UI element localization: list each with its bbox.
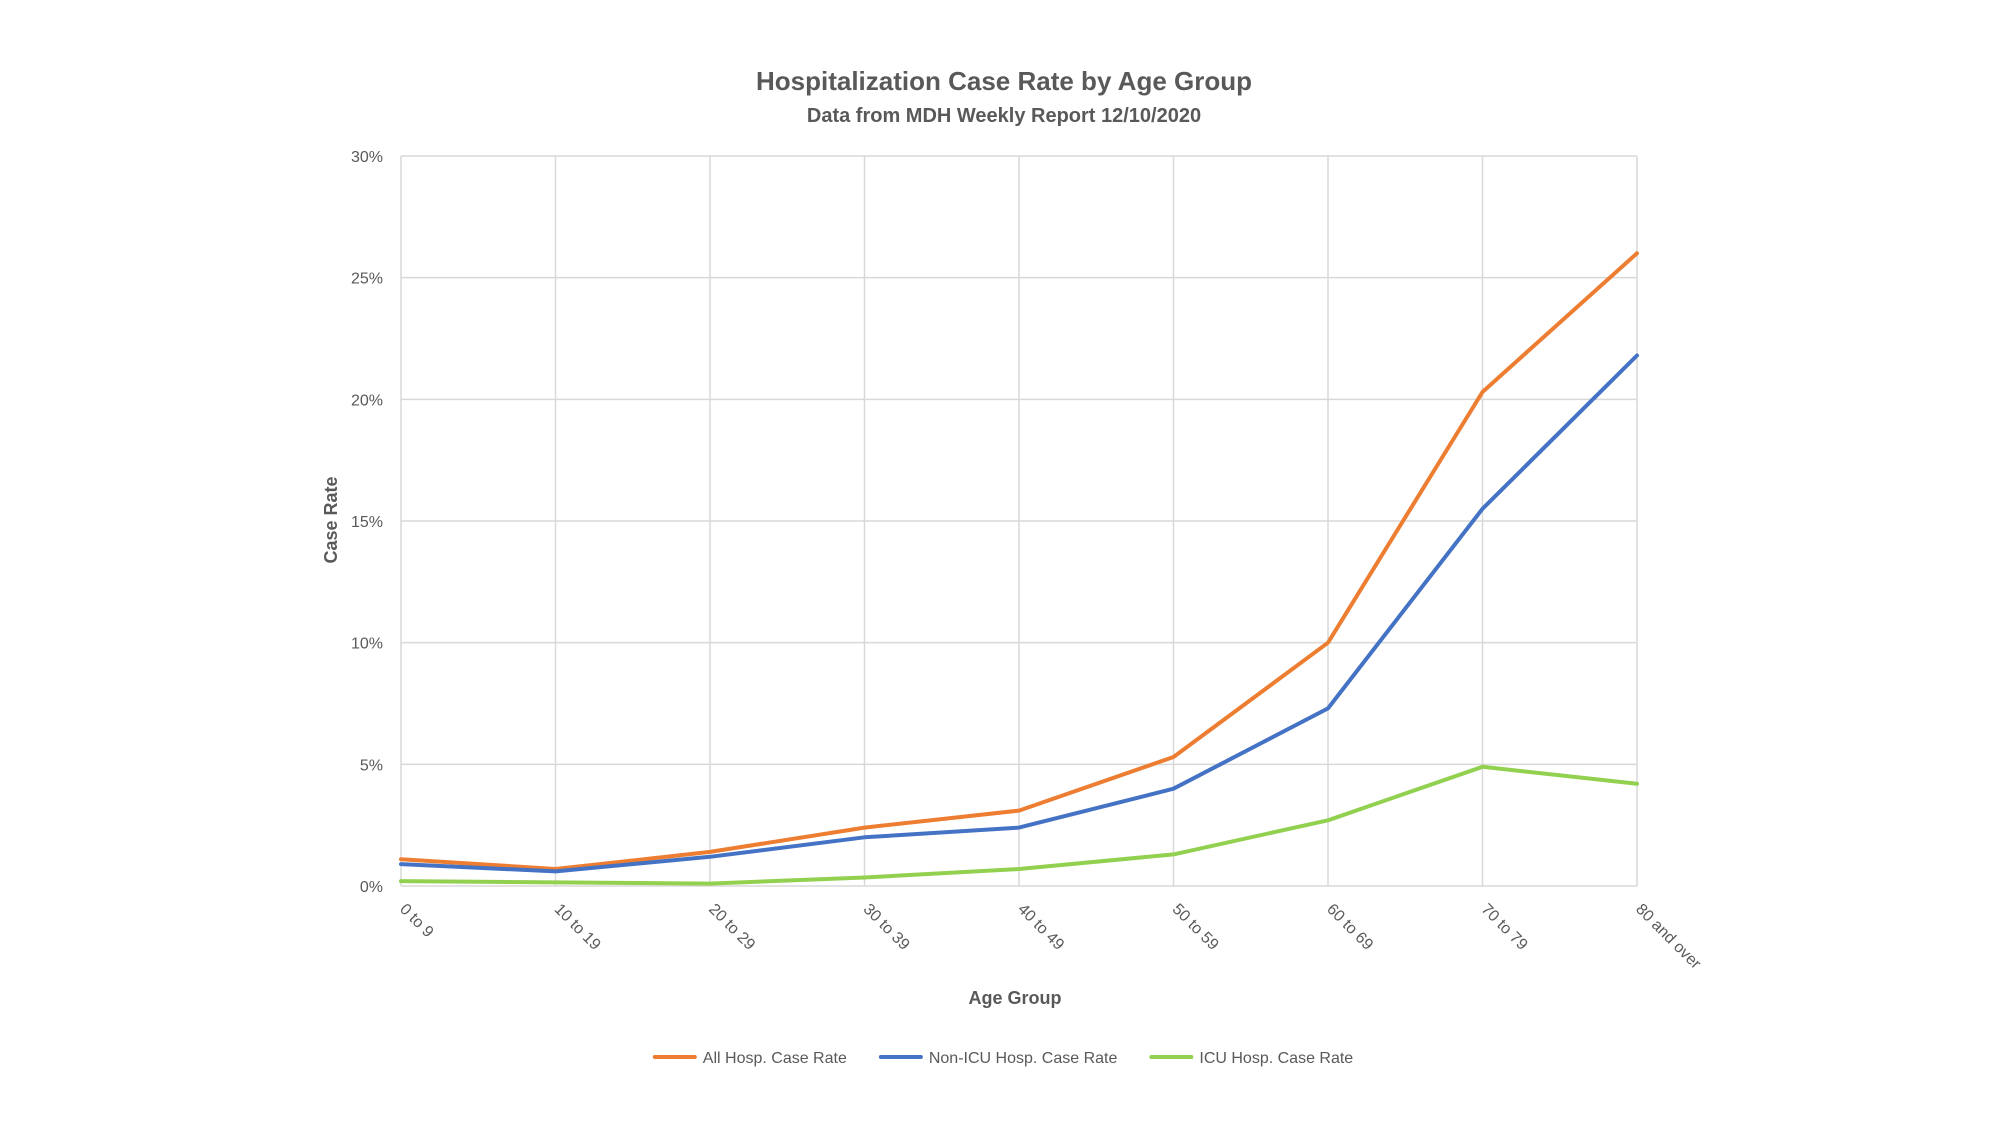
y-tick-label: 0%	[360, 879, 383, 896]
x-tick-label: 70 to 79	[1478, 901, 1531, 954]
x-tick-label: 0 to 9	[396, 901, 436, 941]
x-tick-label: 60 to 69	[1323, 901, 1376, 954]
y-axis-ticks: 0% 5% 10% 15% 20% 25% 30%	[351, 149, 383, 896]
legend-label: All Hosp. Case Rate	[703, 1050, 847, 1067]
series-line-3	[399, 764, 1639, 886]
series-lines	[399, 251, 1639, 886]
y-tick-label: 5%	[360, 757, 383, 774]
y-tick-label: 15%	[351, 514, 383, 531]
x-axis-title: Age Group	[969, 988, 1062, 1008]
legend-item-1: All Hosp. Case Rate	[652, 1050, 847, 1067]
y-tick-label: 30%	[351, 149, 383, 166]
y-tick-label: 10%	[351, 636, 383, 653]
x-tick-label: 30 to 39	[860, 901, 913, 954]
legend-item-3: ICU Hosp. Case Rate	[1149, 1050, 1353, 1067]
series-line-1	[399, 251, 1639, 871]
x-axis-ticks: 0 to 9 10 to 19 20 to 29 30 to 39 40 to 49 50…	[396, 901, 1704, 973]
y-axis-title: Case Rate	[321, 476, 341, 563]
legend-item-2: Non-ICU Hosp. Case Rate	[878, 1050, 1118, 1067]
chart-title: Hospitalization Case Rate by Age Group	[756, 66, 1252, 96]
y-tick-label: 25%	[351, 271, 383, 288]
x-tick-label: 50 to 59	[1169, 901, 1222, 954]
series-line-2	[399, 353, 1639, 874]
gridlines	[400, 155, 1638, 887]
y-tick-label: 20%	[351, 392, 383, 409]
x-tick-label: 20 to 29	[705, 901, 758, 954]
legend: All Hosp. Case Rate Non-ICU Hosp. Case Ra…	[652, 1050, 1353, 1067]
x-tick-label: 80 and over	[1632, 901, 1704, 973]
legend-label: Non-ICU Hosp. Case Rate	[929, 1050, 1118, 1067]
x-tick-label: 40 to 49	[1014, 901, 1067, 954]
legend-label: ICU Hosp. Case Rate	[1199, 1050, 1353, 1067]
chart-subtitle: Data from MDH Weekly Report 12/10/2020	[807, 105, 1201, 127]
x-tick-label: 10 to 19	[551, 901, 604, 954]
